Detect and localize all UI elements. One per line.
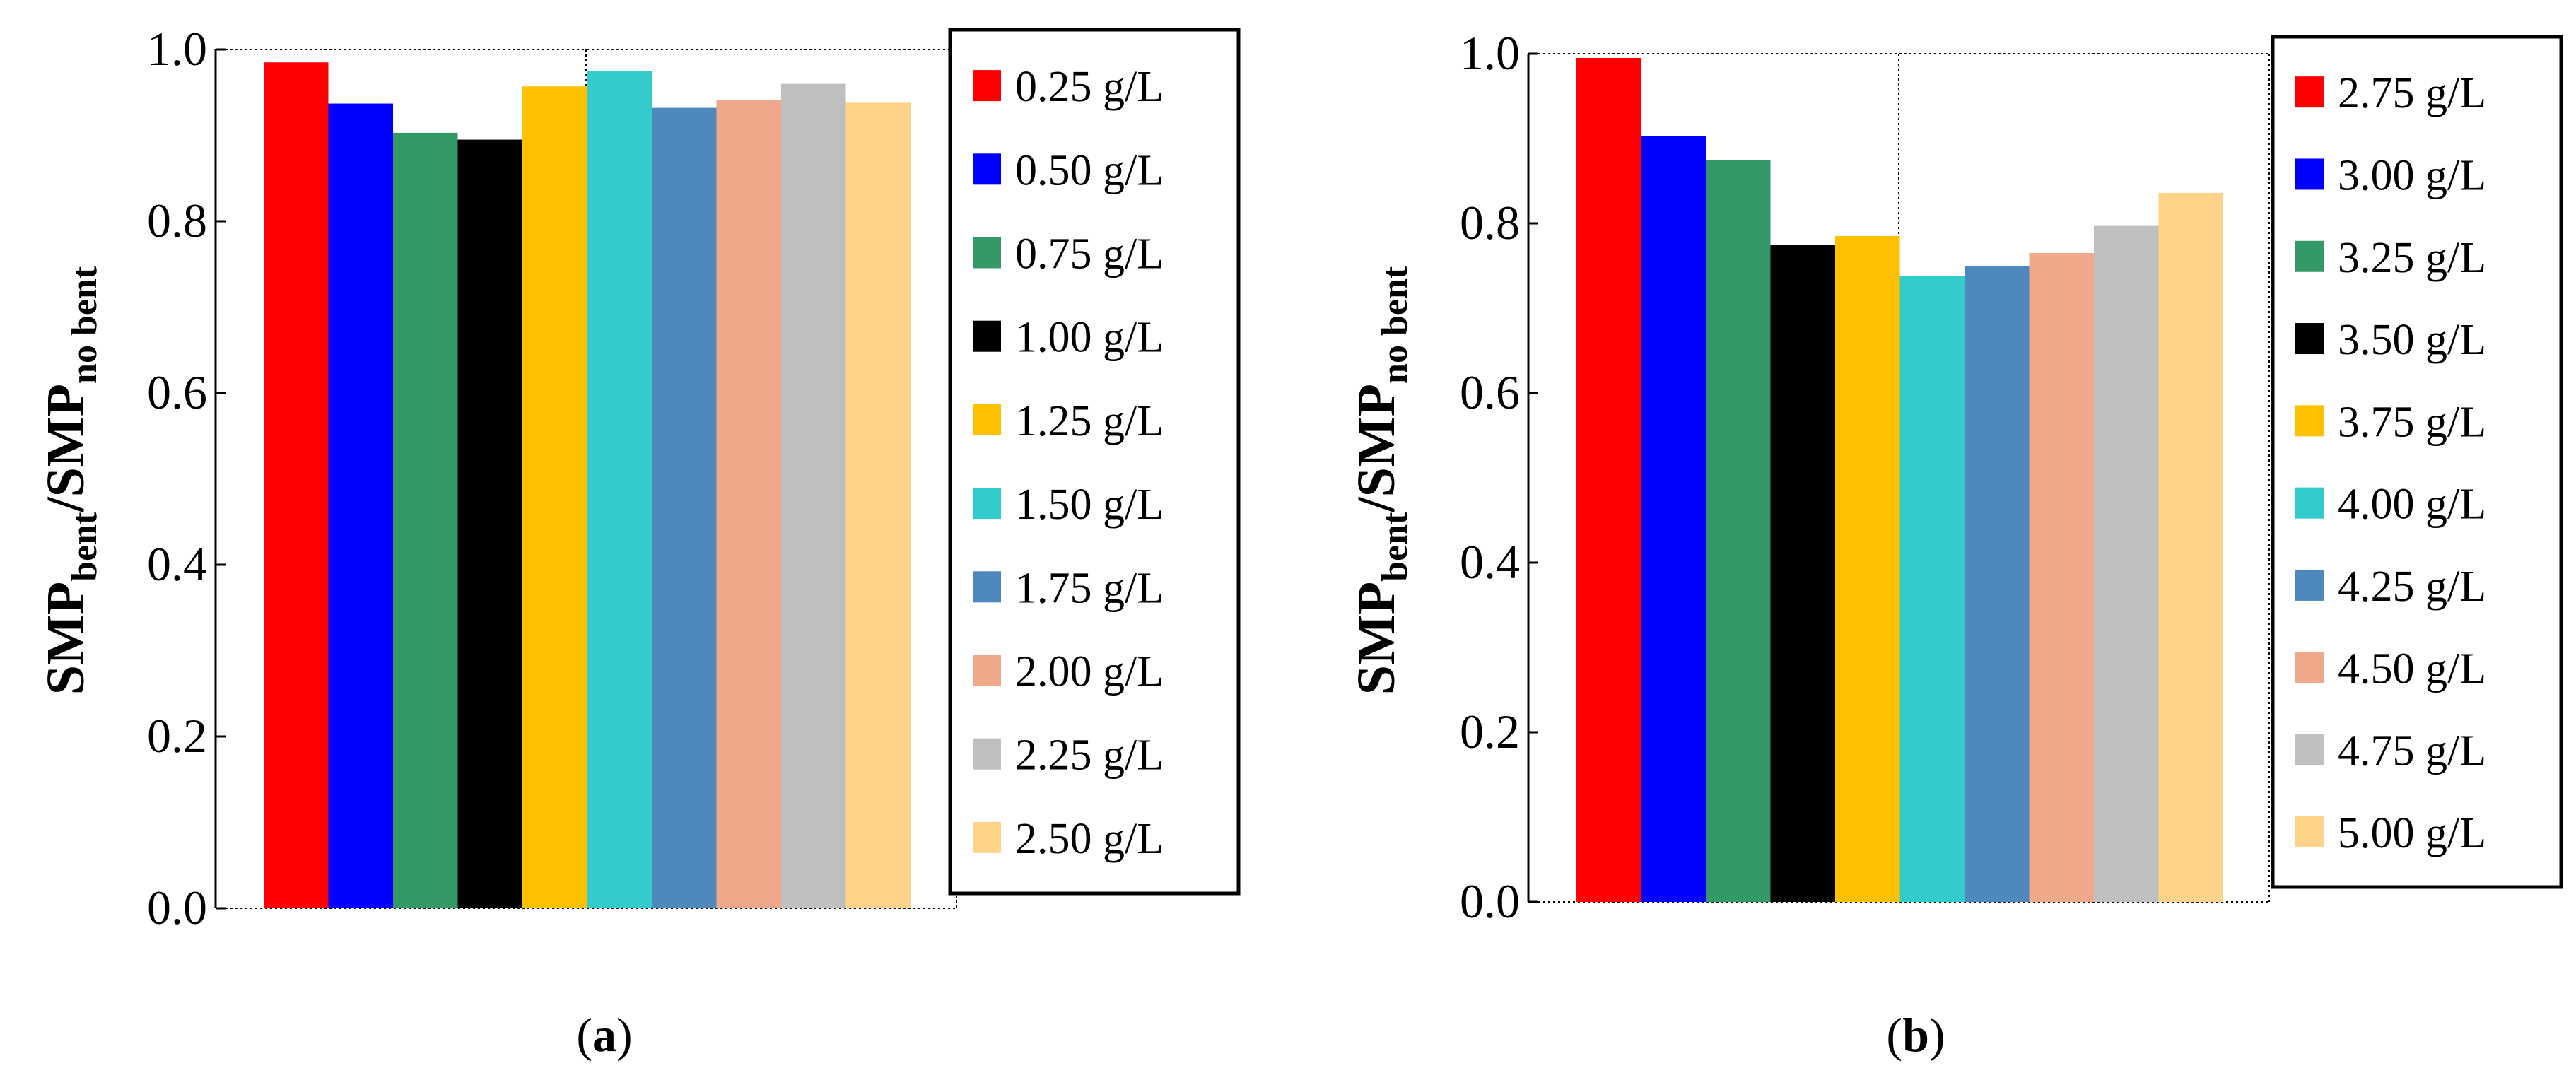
legend-swatch-a-1 xyxy=(973,153,1001,185)
y-tick-label-a: 0.2 xyxy=(147,709,207,763)
bar-a-2 xyxy=(393,132,458,909)
y-tick-label-b: 0.4 xyxy=(1460,535,1520,589)
bar-b-7 xyxy=(2029,253,2094,902)
legend-label-b-2: 3.25 g/L xyxy=(2338,234,2486,282)
y-tick-label-b: 0.2 xyxy=(1460,705,1520,758)
bar-a-4 xyxy=(522,86,587,909)
bar-b-0 xyxy=(1576,58,1641,902)
legend-swatch-b-7 xyxy=(2295,652,2324,683)
legend-label-a-0: 0.25 g/L xyxy=(1015,63,1164,111)
legend-swatch-a-3 xyxy=(973,320,1001,352)
legend-swatch-a-0 xyxy=(973,70,1001,102)
bar-a-1 xyxy=(328,103,393,908)
y-tick-label-b: 1.0 xyxy=(1460,26,1520,80)
panel-b: 0.0 0.2 0.4 0.6 0.8 1.0 SMPbent/SMPno bent 2.… xyxy=(1347,26,2563,1062)
legend-label-a-8: 2.25 g/L xyxy=(1015,732,1164,780)
legend-label-b-0: 2.75 g/L xyxy=(2338,69,2486,117)
y-tick-label-a: 0.4 xyxy=(147,537,207,591)
bar-b-1 xyxy=(1641,136,1706,902)
y-axis-label-b: SMPbent/SMPno bent xyxy=(1347,266,1415,695)
bar-a-7 xyxy=(716,100,781,908)
bar-a-9 xyxy=(845,102,911,909)
legend-swatch-a-9 xyxy=(973,821,1001,853)
legend-swatch-b-0 xyxy=(2295,76,2324,108)
legend-label-a-4: 1.25 g/L xyxy=(1015,397,1164,445)
bar-b-4 xyxy=(1835,236,1900,902)
y-axis-label-a: SMPbent/SMPno bent xyxy=(36,266,105,695)
bar-a-0 xyxy=(264,62,329,909)
legend-swatch-b-5 xyxy=(2295,487,2324,519)
y-ticks-b: 0.0 0.2 0.4 0.6 0.8 1.0 xyxy=(1460,26,1538,928)
legend-label-b-6: 4.25 g/L xyxy=(2338,563,2486,611)
legend-label-a-2: 0.75 g/L xyxy=(1015,230,1164,278)
panel-label-a: (a) xyxy=(576,1008,632,1062)
legend-label-a-5: 1.50 g/L xyxy=(1015,481,1164,529)
legend-label-b-9: 5.00 g/L xyxy=(2338,809,2486,857)
legend-swatch-b-4 xyxy=(2295,405,2324,437)
legend-swatch-b-2 xyxy=(2295,240,2324,272)
y-tick-label-a: 0.8 xyxy=(147,194,207,247)
legend-swatch-a-7 xyxy=(973,655,1001,686)
bar-b-9 xyxy=(2158,192,2223,902)
legend-label-b-7: 4.50 g/L xyxy=(2338,645,2486,693)
bars-b xyxy=(1576,58,2223,903)
legend-label-a-7: 2.00 g/L xyxy=(1015,648,1164,696)
legend-swatch-a-6 xyxy=(973,571,1001,603)
legend-swatch-b-9 xyxy=(2295,816,2324,847)
bar-a-3 xyxy=(457,139,522,909)
y-tick-label-b: 0.6 xyxy=(1460,365,1520,419)
legend-swatch-b-1 xyxy=(2295,158,2324,190)
legend-label-b-8: 4.75 g/L xyxy=(2338,727,2486,775)
y-ticks-a: 0.0 0.2 0.4 0.6 0.8 1.0 xyxy=(147,22,226,934)
bar-b-3 xyxy=(1770,245,1835,902)
y-tick-label-a: 0.0 xyxy=(147,881,207,934)
bar-a-5 xyxy=(587,71,652,908)
bar-b-8 xyxy=(2094,225,2159,903)
legend-swatch-a-5 xyxy=(973,488,1001,520)
legend-swatch-a-8 xyxy=(973,738,1001,770)
legend-label-b-1: 3.00 g/L xyxy=(2338,151,2486,199)
bar-b-5 xyxy=(1899,276,1965,902)
legend-swatch-b-3 xyxy=(2295,323,2324,355)
bar-a-8 xyxy=(781,83,846,909)
bar-a-6 xyxy=(652,107,717,908)
y-tick-label-a: 0.6 xyxy=(147,365,207,419)
legend-label-a-3: 1.00 g/L xyxy=(1015,314,1164,362)
legend-label-a-6: 1.75 g/L xyxy=(1015,564,1164,612)
legend-label-a-1: 0.50 g/L xyxy=(1015,146,1164,194)
y-tick-label-b: 0.0 xyxy=(1460,874,1520,928)
legend-label-b-5: 4.00 g/L xyxy=(2338,481,2486,529)
y-tick-label-a: 1.0 xyxy=(147,22,207,76)
legend-label-b-4: 3.75 g/L xyxy=(2338,398,2486,446)
panel-label-b: (b) xyxy=(1886,1008,1945,1062)
bars-a xyxy=(264,62,911,909)
y-tick-label-b: 0.8 xyxy=(1460,196,1520,250)
legend-label-b-3: 3.50 g/L xyxy=(2338,316,2486,364)
legend-b: 2.75 g/L 3.00 g/L 3.25 g/L 3.50 g/L 3.75 g/L… xyxy=(2295,69,2486,857)
legend-a: 0.25 g/L 0.50 g/L 0.75 g/L 1.00 g/L 1.25 g/L… xyxy=(973,63,1164,863)
bar-b-2 xyxy=(1706,160,1771,902)
legend-swatch-b-8 xyxy=(2295,734,2324,765)
legend-swatch-a-4 xyxy=(973,404,1001,435)
bar-b-6 xyxy=(1965,266,2030,902)
panel-a: 0.0 0.2 0.4 0.6 0.8 1.0 SMPbent/SMPno bent 0.… xyxy=(36,22,1241,1062)
legend-swatch-a-2 xyxy=(973,237,1001,269)
legend-swatch-b-6 xyxy=(2295,569,2324,601)
legend-label-a-9: 2.50 g/L xyxy=(1015,815,1164,863)
